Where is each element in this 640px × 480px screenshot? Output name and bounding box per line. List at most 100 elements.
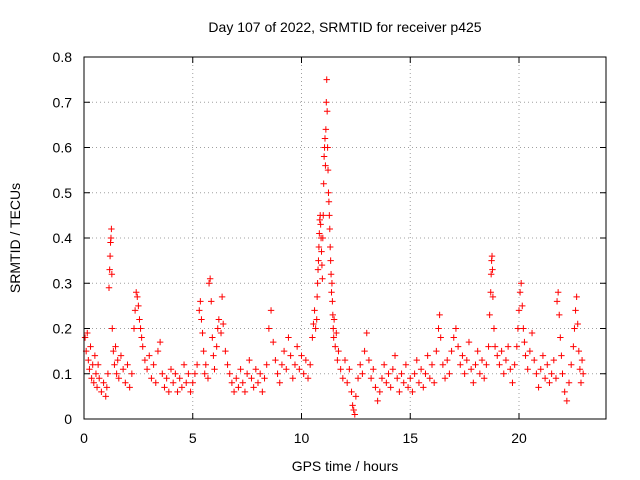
- data-point: [109, 325, 116, 332]
- data-point: [333, 329, 340, 337]
- data-point: [235, 384, 242, 391]
- data-point: [314, 266, 322, 273]
- data-point: [124, 361, 131, 368]
- data-point: [552, 375, 560, 382]
- data-point: [328, 289, 335, 296]
- data-point: [108, 271, 116, 278]
- data-point: [489, 266, 496, 273]
- data-point: [428, 361, 436, 368]
- data-point: [574, 320, 581, 328]
- data-point: [531, 356, 538, 364]
- data-point: [161, 384, 168, 391]
- data-point: [304, 375, 312, 382]
- data-point: [365, 356, 373, 364]
- data-point: [329, 298, 336, 305]
- data-point: [159, 370, 166, 377]
- x-axis-title: GPS time / hours: [292, 458, 399, 474]
- data-point: [448, 347, 455, 355]
- data-point: [200, 347, 207, 355]
- data-point: [222, 347, 229, 355]
- data-point: [472, 361, 479, 368]
- x-tick-label: 10: [294, 430, 310, 446]
- data-point: [326, 212, 333, 219]
- data-point: [117, 352, 125, 359]
- data-point: [307, 361, 314, 368]
- data-point: [509, 379, 516, 386]
- data-point: [528, 329, 536, 337]
- data-point: [573, 293, 580, 301]
- data-point: [330, 325, 337, 332]
- data-point: [143, 366, 151, 373]
- data-point: [263, 361, 270, 368]
- data-point: [110, 347, 117, 355]
- data-point: [267, 307, 275, 314]
- data-point: [315, 243, 323, 251]
- data-point: [114, 356, 121, 364]
- data-point: [383, 379, 390, 386]
- data-point: [450, 334, 457, 341]
- data-point: [398, 370, 405, 377]
- data-point: [354, 375, 362, 382]
- data-point: [199, 329, 206, 337]
- data-point: [363, 329, 370, 337]
- data-point: [507, 366, 514, 373]
- data-point: [352, 393, 360, 400]
- data-point: [367, 375, 375, 382]
- data-point: [576, 366, 584, 373]
- data-point: [335, 347, 342, 355]
- data-point: [259, 388, 266, 396]
- data-point: [198, 316, 205, 323]
- data-point: [213, 343, 220, 350]
- data-point: [218, 293, 226, 301]
- data-point: [577, 379, 585, 386]
- data-point: [457, 361, 464, 368]
- data-point: [243, 370, 251, 377]
- data-point: [387, 384, 394, 391]
- data-point: [323, 108, 331, 115]
- data-point: [565, 379, 573, 386]
- data-point: [167, 366, 175, 373]
- data-point: [113, 370, 120, 377]
- data-point: [102, 393, 109, 400]
- data-point: [265, 325, 273, 332]
- data-point: [291, 361, 299, 368]
- data-point: [313, 316, 320, 323]
- data-point: [474, 347, 481, 355]
- data-point: [313, 293, 321, 301]
- data-point: [521, 338, 528, 346]
- data-point: [559, 370, 566, 377]
- data-point: [191, 370, 199, 377]
- data-point: [554, 289, 562, 296]
- data-point: [557, 334, 564, 341]
- data-point: [409, 388, 416, 396]
- data-point: [439, 361, 447, 368]
- data-point: [513, 343, 521, 350]
- data-point: [348, 388, 355, 396]
- data-point: [558, 352, 565, 359]
- data-point: [461, 370, 468, 377]
- data-point: [476, 370, 484, 377]
- data-point: [324, 144, 331, 151]
- y-tick-label: 0: [64, 411, 72, 427]
- data-point: [314, 280, 321, 287]
- data-point: [332, 343, 339, 350]
- data-point: [320, 212, 327, 219]
- data-point: [563, 397, 571, 405]
- data-point: [433, 347, 440, 355]
- data-point: [327, 243, 334, 251]
- data-point: [323, 76, 330, 83]
- y-tick-label: 0.7: [53, 94, 73, 110]
- data-point: [91, 352, 99, 359]
- data-point: [579, 370, 587, 377]
- data-point: [404, 384, 412, 391]
- data-point: [463, 356, 470, 364]
- data-point: [274, 370, 281, 377]
- data-point: [481, 375, 488, 382]
- data-point: [133, 289, 140, 296]
- data-point: [254, 379, 262, 386]
- data-point: [84, 329, 91, 337]
- data-point: [135, 302, 142, 310]
- data-point: [148, 375, 155, 382]
- data-point: [572, 307, 579, 314]
